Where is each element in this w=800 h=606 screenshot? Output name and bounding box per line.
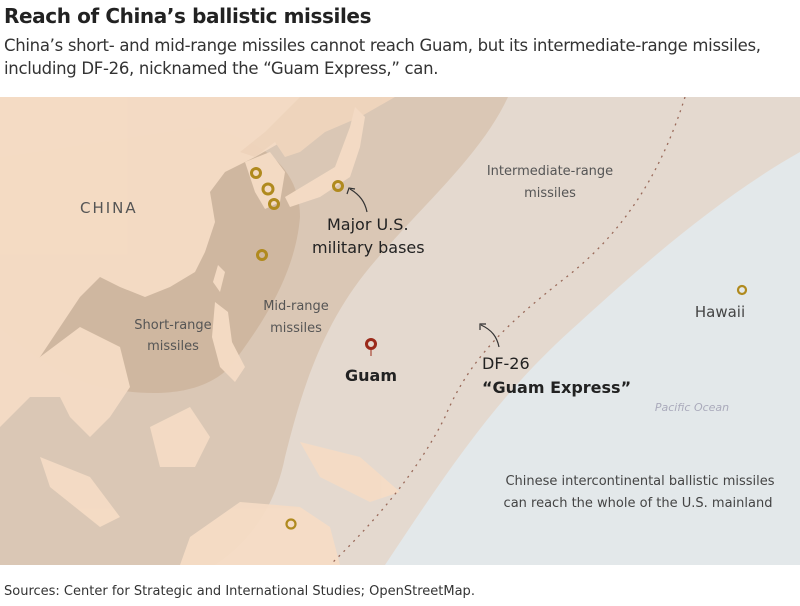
label-hawaii: Hawaii: [695, 303, 745, 321]
missile-range-map: CHINA Major U.S. military bases Short-ra…: [0, 97, 800, 565]
borneo: [150, 407, 210, 467]
land: [0, 97, 400, 565]
base-marker[interactable]: [250, 167, 262, 179]
label-df26-2: “Guam Express”: [482, 378, 631, 397]
label-intermediate-1: Intermediate-range: [487, 164, 613, 179]
korea: [245, 152, 285, 209]
label-icbm-2: can reach the whole of the U.S. mainland: [504, 496, 773, 511]
df26-range-line: [329, 97, 686, 565]
australia: [180, 502, 340, 565]
label-guam: Guam: [345, 366, 397, 385]
bases-arrowhead: [346, 187, 356, 195]
china-landmass: [0, 97, 300, 367]
label-mid-1: Mid-range: [263, 299, 329, 314]
new-guinea: [300, 442, 400, 502]
philippines: [212, 302, 245, 382]
label-df26-1: DF-26: [482, 354, 530, 373]
sumatra: [40, 457, 120, 527]
label-bases-2: military bases: [312, 238, 425, 257]
df26-arrow: [480, 324, 500, 348]
df26-arrowhead: [479, 323, 486, 330]
base-marker[interactable]: [261, 182, 275, 196]
label-short-1: Short-range: [134, 318, 211, 333]
taiwan: [213, 265, 225, 292]
label-intermediate-2: missiles: [524, 186, 576, 201]
guam-marker[interactable]: [365, 338, 377, 350]
label-bases-1: Major U.S.: [327, 215, 409, 234]
base-marker[interactable]: [332, 180, 344, 192]
base-marker[interactable]: [268, 198, 280, 210]
label-short-2: missiles: [147, 339, 199, 354]
label-pacific-ocean: Pacific Ocean: [655, 401, 729, 414]
label-mid-2: missiles: [270, 321, 322, 336]
bases-arrow: [349, 188, 368, 213]
base-marker[interactable]: [256, 249, 268, 261]
base-marker[interactable]: [736, 284, 748, 296]
source-note: Sources: Center for Strategic and Intern…: [4, 584, 475, 599]
base-marker[interactable]: [285, 518, 297, 530]
japan: [285, 107, 365, 207]
label-icbm-1: Chinese intercontinental ballistic missi…: [505, 474, 774, 489]
southeast-asia: [0, 327, 130, 437]
label-china: CHINA: [80, 199, 138, 217]
chart-title: Reach of China’s ballistic missiles: [4, 4, 372, 28]
us-bases: [250, 167, 748, 530]
chart-subtitle: China’s short- and mid-range missiles ca…: [4, 36, 761, 78]
